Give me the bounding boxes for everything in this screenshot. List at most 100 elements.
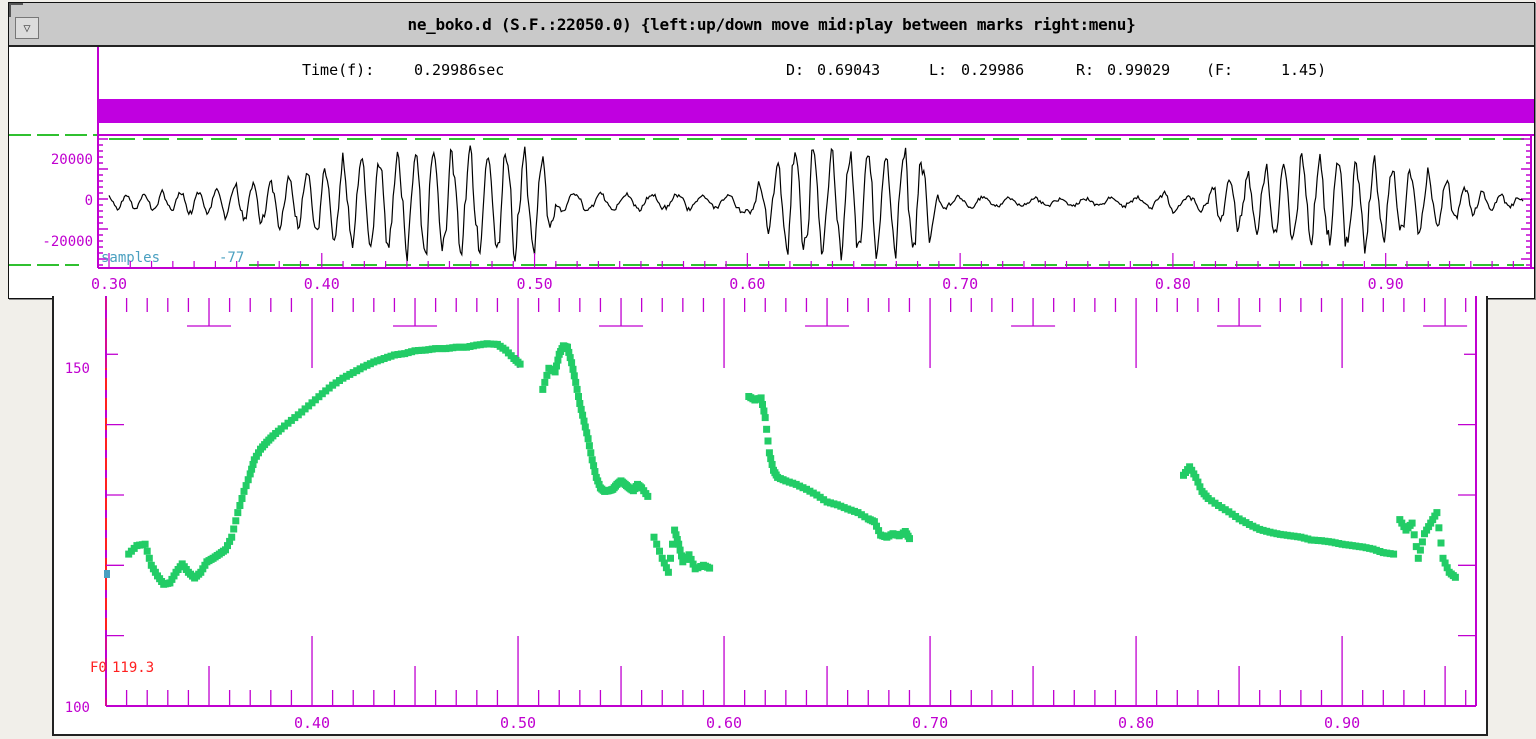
f0-point bbox=[222, 546, 229, 554]
f0-x-labels: 0.40 0.50 0.60 0.70 0.80 0.90 bbox=[294, 714, 1360, 732]
f0-point bbox=[662, 564, 670, 572]
f0-point bbox=[541, 378, 549, 386]
waveform-trace[interactable] bbox=[108, 145, 1524, 262]
f0-point bbox=[906, 535, 913, 543]
f0-y-tick-150: 150 bbox=[65, 361, 90, 377]
f0-point bbox=[1437, 539, 1445, 547]
f0-point bbox=[658, 554, 666, 562]
f0-point bbox=[234, 509, 242, 517]
l-value: 0.29986 bbox=[961, 61, 1024, 79]
x-tick-label-0.80: 0.80 bbox=[1155, 275, 1191, 293]
f0-x-label-0.50: 0.50 bbox=[500, 714, 536, 732]
f0-point bbox=[587, 449, 595, 457]
f0-point bbox=[687, 555, 695, 563]
f0-point bbox=[249, 461, 257, 468]
f0-point bbox=[553, 362, 560, 370]
f0-point bbox=[584, 435, 592, 443]
waveform-panel[interactable]: Time(f): 0.29986sec D: 0.69043 L: 0.2998… bbox=[9, 47, 1534, 298]
f0-point bbox=[575, 393, 582, 400]
f0-point bbox=[660, 559, 668, 567]
f0-point bbox=[673, 536, 681, 543]
f0-window[interactable]: 150 100 F0 119.3 0.40 0.50 0.60 0.70 0.80 0.9… bbox=[52, 296, 1488, 736]
f0-point bbox=[554, 356, 562, 364]
x-tick-label-0.50: 0.50 bbox=[517, 275, 553, 293]
f0-x-label-0.60: 0.60 bbox=[706, 714, 742, 732]
x-tick-label-0.90: 0.90 bbox=[1368, 275, 1404, 293]
f0-tickmarks bbox=[105, 298, 1476, 706]
f0-point bbox=[566, 354, 574, 362]
title-bar[interactable]: ▽ ne_boko.d (S.F.:22050.0) {left:up/down… bbox=[9, 3, 1534, 47]
f0-point bbox=[166, 579, 174, 587]
f0-point bbox=[675, 540, 683, 548]
f0-point bbox=[763, 425, 771, 433]
f0-point bbox=[1414, 554, 1422, 562]
f0-point bbox=[1439, 554, 1447, 562]
waveform-window[interactable]: ▽ ne_boko.d (S.F.:22050.0) {left:up/down… bbox=[8, 2, 1535, 299]
f0-point bbox=[1188, 466, 1196, 474]
f0-point bbox=[761, 414, 769, 422]
f-value: 1.45) bbox=[1281, 61, 1326, 79]
f0-point bbox=[1192, 473, 1200, 481]
f0-point bbox=[569, 365, 577, 373]
f0-x-label-0.70: 0.70 bbox=[912, 714, 948, 732]
f0-point bbox=[757, 394, 765, 402]
f0-point bbox=[1441, 559, 1449, 567]
f0-point bbox=[706, 564, 714, 572]
f0-point bbox=[240, 487, 248, 495]
f0-point bbox=[170, 572, 178, 580]
f0-point bbox=[551, 368, 559, 376]
f0-plot[interactable]: 150 100 F0 119.3 0.40 0.50 0.60 0.70 0.80 0.9… bbox=[54, 296, 1486, 736]
f0-point bbox=[759, 401, 766, 408]
f0-point bbox=[572, 378, 580, 386]
f0-point bbox=[588, 456, 596, 464]
f0-point bbox=[230, 525, 238, 533]
time-label: Time(f): bbox=[302, 61, 374, 79]
f0-point bbox=[1421, 530, 1428, 538]
y-tick-20000: 20000 bbox=[51, 152, 93, 168]
f0-point bbox=[143, 547, 151, 555]
f0-point bbox=[1400, 523, 1408, 531]
f0-point bbox=[141, 540, 149, 548]
cursor-point bbox=[104, 570, 110, 578]
f0-point bbox=[1408, 519, 1416, 527]
units-label: samples bbox=[101, 250, 160, 266]
selection-bar[interactable] bbox=[98, 99, 1534, 123]
f0-point bbox=[568, 359, 576, 367]
y-tick-0: 0 bbox=[85, 193, 93, 209]
f0-point bbox=[1396, 516, 1404, 524]
f0-point bbox=[1435, 524, 1443, 532]
f0-point bbox=[590, 462, 598, 470]
f0-point bbox=[1451, 573, 1459, 581]
f0-x-label-0.40: 0.40 bbox=[294, 714, 330, 732]
f0-point bbox=[1412, 543, 1420, 551]
f-label: (F: bbox=[1206, 61, 1233, 79]
f0-y-tick-100: 100 bbox=[65, 700, 90, 716]
f0-x-label-0.90: 0.90 bbox=[1324, 714, 1360, 732]
f0-point bbox=[238, 495, 246, 502]
f0-point bbox=[764, 437, 772, 445]
f0-point bbox=[570, 372, 578, 380]
waveform-x-axis: 0.30 0.40 0.50 0.60 0.70 0.80 0.90 bbox=[91, 253, 1514, 293]
x-tick-label-0.60: 0.60 bbox=[729, 275, 765, 293]
window-menu-button[interactable]: ▽ bbox=[15, 17, 39, 39]
f0-point bbox=[242, 482, 250, 490]
d-label: D: bbox=[786, 61, 804, 79]
f0-point bbox=[291, 414, 299, 422]
time-value: 0.29986sec bbox=[414, 61, 504, 79]
y-tick-minus-20000: -20000 bbox=[42, 234, 93, 250]
window-title: ne_boko.d (S.F.:22050.0) {left:up/down m… bbox=[407, 15, 1136, 34]
f0-point bbox=[768, 461, 776, 468]
f0-points[interactable] bbox=[125, 340, 1459, 588]
f0-point bbox=[765, 449, 773, 457]
f0-point bbox=[672, 531, 680, 539]
f0-point bbox=[583, 429, 591, 437]
f0-point bbox=[689, 560, 697, 568]
f0-point bbox=[873, 522, 880, 530]
r-label: R: bbox=[1076, 61, 1094, 79]
f0-point bbox=[591, 468, 599, 475]
f0-point bbox=[1196, 483, 1204, 491]
f0-point bbox=[236, 502, 244, 509]
f0-point bbox=[1443, 564, 1451, 572]
f0-point bbox=[669, 540, 676, 548]
f0-point bbox=[246, 470, 254, 478]
